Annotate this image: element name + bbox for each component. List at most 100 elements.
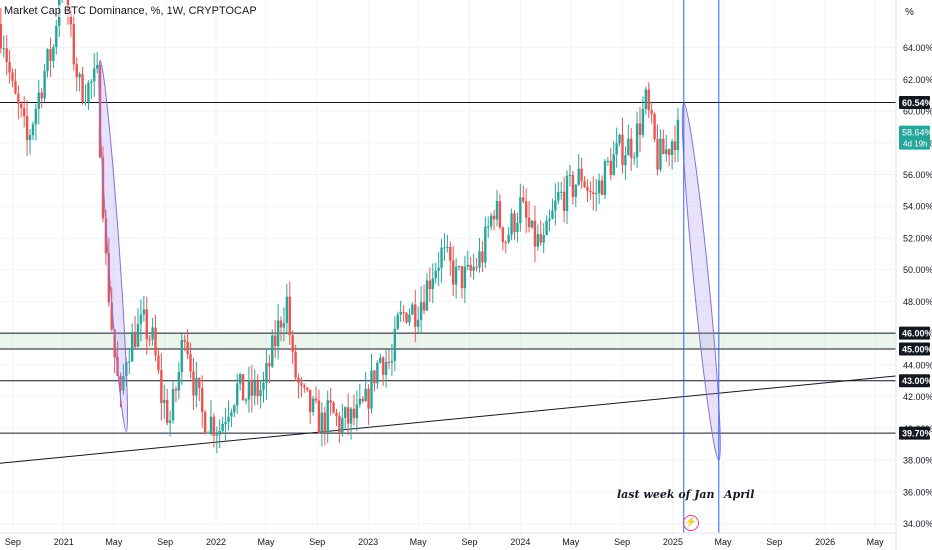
candle-body bbox=[507, 234, 510, 243]
candle-body bbox=[104, 218, 108, 254]
candle-body bbox=[227, 416, 230, 422]
y-tick-label: 56.00% bbox=[903, 170, 932, 180]
candle-body bbox=[22, 108, 26, 117]
y-tick-label: 52.00% bbox=[903, 233, 932, 243]
candle-body bbox=[157, 355, 160, 371]
candle-body bbox=[472, 266, 475, 271]
candle-body bbox=[443, 247, 446, 249]
current-price-tag bbox=[899, 125, 930, 150]
candle-body bbox=[2, 48, 5, 50]
candle-body bbox=[554, 200, 557, 211]
price-tags: 60.54% 46.00% 45.00% 43.00% 39.70% 58.64% 4d 1… bbox=[899, 95, 932, 440]
candle-body bbox=[676, 119, 680, 150]
candle-body bbox=[524, 201, 528, 218]
candle-body bbox=[341, 417, 344, 433]
candle-body bbox=[90, 81, 93, 83]
level-tag bbox=[899, 374, 930, 388]
candle-body bbox=[11, 72, 14, 81]
x-tick-label: May bbox=[257, 537, 275, 547]
candle-body bbox=[665, 149, 668, 155]
candle-body bbox=[440, 247, 443, 268]
candle-body bbox=[376, 362, 379, 384]
candle-body bbox=[326, 400, 329, 433]
y-tick-label: 36.00% bbox=[903, 487, 932, 497]
candle-body bbox=[513, 213, 516, 233]
candle-body bbox=[419, 302, 423, 320]
candle-body bbox=[160, 370, 163, 404]
x-tick-label: 2024 bbox=[510, 537, 530, 547]
candle-body bbox=[460, 266, 464, 289]
candle-body bbox=[259, 389, 262, 397]
candle-body bbox=[233, 405, 236, 413]
candle-body bbox=[557, 192, 560, 201]
candle-body bbox=[87, 82, 90, 102]
candle-body bbox=[574, 184, 577, 197]
candle-body bbox=[142, 309, 146, 315]
candle-body bbox=[189, 354, 192, 372]
candle-body bbox=[411, 304, 414, 315]
candle-body bbox=[466, 264, 470, 267]
candle-body bbox=[271, 335, 274, 367]
candle-body bbox=[562, 191, 566, 211]
candle-body bbox=[667, 149, 671, 155]
candle-body bbox=[603, 161, 607, 195]
candle-body bbox=[171, 388, 175, 421]
candle-body bbox=[335, 412, 338, 416]
y-tick-label: 38.00% bbox=[903, 456, 932, 466]
candle-body bbox=[644, 89, 648, 109]
candle-body bbox=[17, 93, 20, 104]
y-tick-label: 54.00% bbox=[903, 202, 932, 212]
candle-body bbox=[151, 327, 154, 340]
candle-body bbox=[364, 388, 367, 402]
x-tick-label: Sep bbox=[614, 537, 630, 547]
candle-body bbox=[78, 74, 81, 78]
candle-body bbox=[431, 278, 434, 290]
candle-body bbox=[635, 123, 639, 158]
candle-body bbox=[542, 234, 545, 243]
candle-body bbox=[390, 360, 394, 363]
unit-label[interactable]: % bbox=[905, 7, 914, 18]
x-tick-label: Sep bbox=[157, 537, 173, 547]
candle-body bbox=[492, 215, 496, 220]
level-tag bbox=[899, 426, 930, 440]
candle-body bbox=[81, 74, 84, 102]
candle-body bbox=[568, 175, 572, 177]
candle-body bbox=[373, 370, 376, 384]
candle-body bbox=[230, 412, 233, 417]
candle-body bbox=[422, 302, 426, 311]
candle-body bbox=[627, 138, 630, 156]
candle-body bbox=[612, 154, 615, 176]
candle-body bbox=[344, 407, 347, 418]
candle-body bbox=[484, 226, 487, 263]
candle-body bbox=[621, 134, 624, 166]
candle-body bbox=[291, 335, 294, 352]
candle-body bbox=[110, 302, 113, 330]
candle-body bbox=[273, 335, 277, 347]
x-tick-label: 2021 bbox=[54, 537, 74, 547]
candle-body bbox=[262, 382, 265, 390]
candle-body bbox=[565, 175, 569, 211]
candle-body bbox=[37, 92, 40, 109]
lightning-bolt-icon[interactable]: ⚡ bbox=[683, 515, 699, 531]
candle-body bbox=[457, 266, 461, 268]
candle-body bbox=[241, 374, 245, 401]
candle-body bbox=[495, 201, 499, 220]
candle-body bbox=[236, 383, 239, 406]
x-tick-label: May bbox=[714, 537, 732, 547]
candle-body bbox=[14, 80, 17, 94]
candle-body bbox=[571, 175, 575, 197]
candle-body bbox=[297, 377, 300, 383]
candle-body bbox=[452, 260, 455, 285]
x-tick-label: Sep bbox=[461, 537, 477, 547]
candle-body bbox=[209, 416, 213, 433]
candle-body bbox=[165, 399, 169, 423]
candle-body bbox=[265, 363, 268, 383]
candle-body bbox=[487, 226, 490, 228]
y-tick-label: 44.00% bbox=[903, 360, 932, 370]
candle-body bbox=[659, 138, 662, 170]
candle-body bbox=[516, 223, 519, 233]
candle-body bbox=[559, 191, 563, 193]
candle-body bbox=[203, 412, 207, 434]
